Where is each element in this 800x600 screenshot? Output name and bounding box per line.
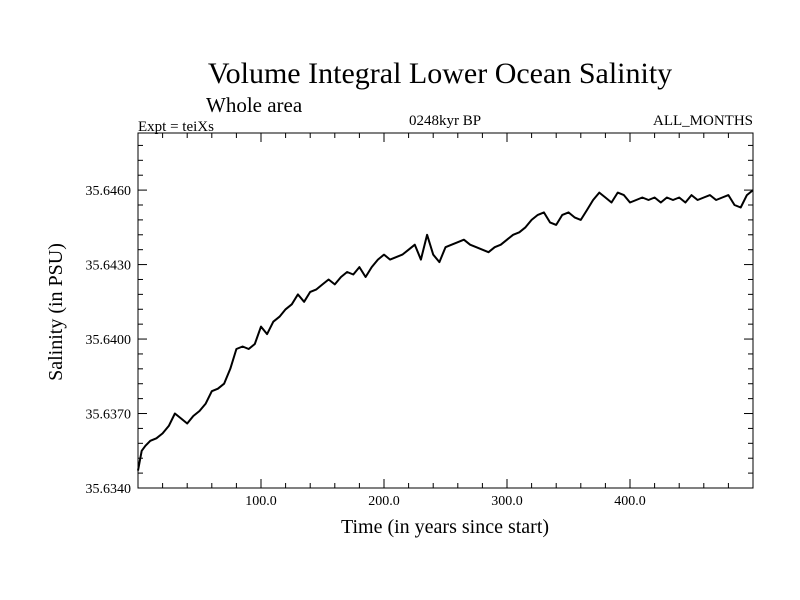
chart-title: Volume Integral Lower Ocean Salinity — [208, 57, 672, 90]
y-tick-label: 35.6370 — [86, 408, 132, 423]
y-axis: 35.6340 35.6370 35.6400 35.6430 35.6460 — [86, 144, 753, 497]
salinity-series-line — [137, 189, 754, 471]
x-tick-label: 100.0 — [245, 494, 277, 509]
x-axis: 100.0 200.0 300.0 400.0 — [137, 133, 754, 509]
x-tick-label: 200.0 — [368, 494, 400, 509]
y-tick-label: 35.6430 — [86, 259, 132, 274]
x-tick-label: 400.0 — [614, 494, 646, 509]
months-annotation: ALL_MONTHS — [653, 113, 753, 129]
period-annotation: 0248kyr BP — [409, 113, 481, 129]
x-axis-label: Time (in years since start) — [341, 516, 549, 538]
y-tick-label: 35.6400 — [86, 333, 132, 348]
y-tick-label: 35.6460 — [86, 184, 132, 199]
y-tick-label: 35.6340 — [86, 482, 132, 497]
chart-subtitle: Whole area — [206, 93, 303, 117]
plot-frame — [137, 132, 754, 489]
y-axis-label: Salinity (in PSU) — [45, 243, 67, 381]
x-tick-label: 300.0 — [491, 494, 523, 509]
experiment-annotation: Expt = teiXs — [138, 119, 214, 135]
